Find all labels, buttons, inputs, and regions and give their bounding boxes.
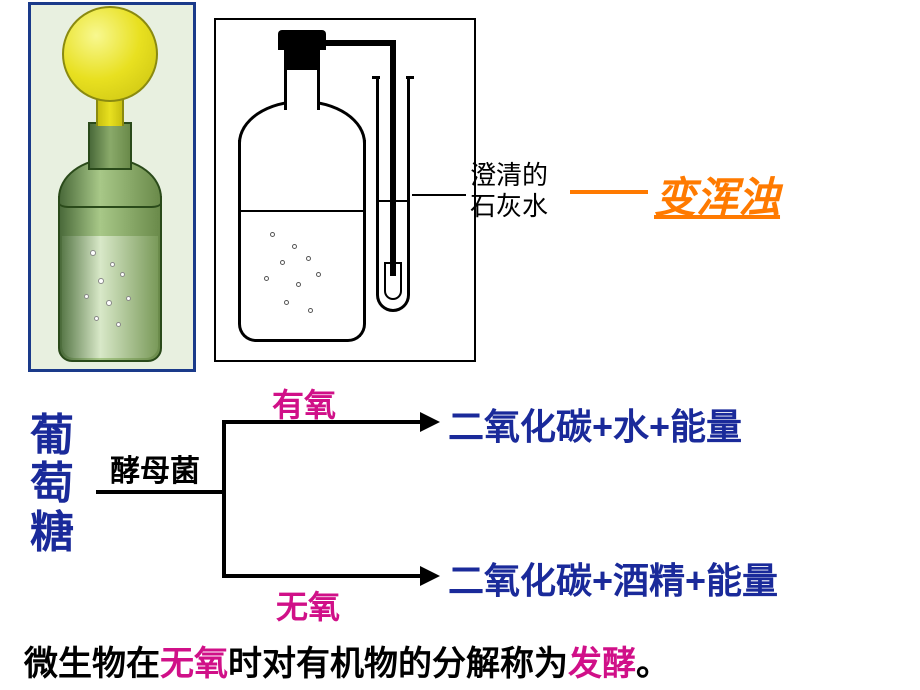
test-tube-lip bbox=[372, 76, 380, 79]
result-text: 变浑浊 bbox=[654, 164, 780, 225]
bottle2-body bbox=[238, 140, 366, 342]
limewater-label-line2: 石灰水 bbox=[470, 192, 548, 221]
arrowhead-icon bbox=[420, 566, 440, 586]
enzyme-label: 酵母菌 bbox=[110, 446, 200, 490]
balloon-icon bbox=[62, 6, 158, 102]
bubble-icon bbox=[264, 276, 269, 281]
reaction-branch-up-v bbox=[222, 420, 226, 494]
footer-highlight-fermentation: 发酵 bbox=[568, 645, 636, 683]
reaction-main-line bbox=[96, 490, 224, 494]
test-tube-lip bbox=[406, 76, 414, 79]
anaerobic-condition-label: 无氧 bbox=[276, 582, 340, 628]
limewater-label-line1: 澄清的 bbox=[470, 161, 548, 190]
delivery-tube-vertical bbox=[390, 40, 396, 276]
bubble-icon bbox=[84, 294, 89, 299]
bubble-icon bbox=[126, 296, 131, 301]
stopper-icon bbox=[284, 48, 320, 70]
anaerobic-products: 二氧化碳+酒精+能量 bbox=[448, 552, 778, 604]
bottle2-liquid-surface bbox=[241, 210, 363, 212]
footer-sentence: 微生物在无氧时对有机物的分解称为发酵。 bbox=[24, 636, 670, 685]
bottle1-liquid bbox=[62, 236, 158, 358]
bubble-icon bbox=[316, 272, 321, 277]
bubble-icon bbox=[292, 244, 297, 249]
reaction-branch-down-v bbox=[222, 490, 226, 578]
bubble-icon bbox=[280, 260, 285, 265]
substrate-char: 糖 bbox=[28, 509, 76, 557]
delivery-tube-horizontal bbox=[304, 40, 396, 46]
bottle2-neck bbox=[284, 68, 320, 110]
aerobic-products: 二氧化碳+水+能量 bbox=[448, 398, 742, 450]
arrowhead-icon bbox=[420, 412, 440, 432]
footer-part3: 。 bbox=[636, 645, 670, 683]
reaction-branch-down-h bbox=[222, 574, 422, 578]
bottle1-neck bbox=[88, 122, 132, 170]
footer-part2: 时对有机物的分解称为 bbox=[228, 645, 568, 683]
footer-part1: 微生物在 bbox=[24, 645, 160, 683]
bubble-icon bbox=[110, 262, 115, 267]
bubble-icon bbox=[120, 272, 125, 277]
aerobic-condition-label: 有氧 bbox=[272, 380, 336, 426]
bubble-icon bbox=[308, 308, 313, 313]
substrate-label: 葡 萄 糖 bbox=[28, 412, 76, 557]
bubble-icon bbox=[284, 300, 289, 305]
bubble-icon bbox=[106, 300, 112, 306]
bubble-icon bbox=[306, 256, 311, 261]
bubble-icon bbox=[94, 316, 99, 321]
leader-line bbox=[412, 194, 466, 196]
substrate-char: 萄 bbox=[28, 460, 76, 508]
bubble-icon bbox=[270, 232, 275, 237]
bubble-icon bbox=[296, 282, 301, 287]
bubble-icon bbox=[116, 322, 121, 327]
limewater-label: 澄清的 石灰水 bbox=[470, 160, 548, 222]
substrate-char: 葡 bbox=[28, 412, 76, 460]
footer-highlight-anaerobic: 无氧 bbox=[160, 645, 228, 683]
bubble-icon bbox=[98, 278, 104, 284]
result-dash bbox=[570, 190, 648, 194]
bubble-icon bbox=[90, 250, 96, 256]
